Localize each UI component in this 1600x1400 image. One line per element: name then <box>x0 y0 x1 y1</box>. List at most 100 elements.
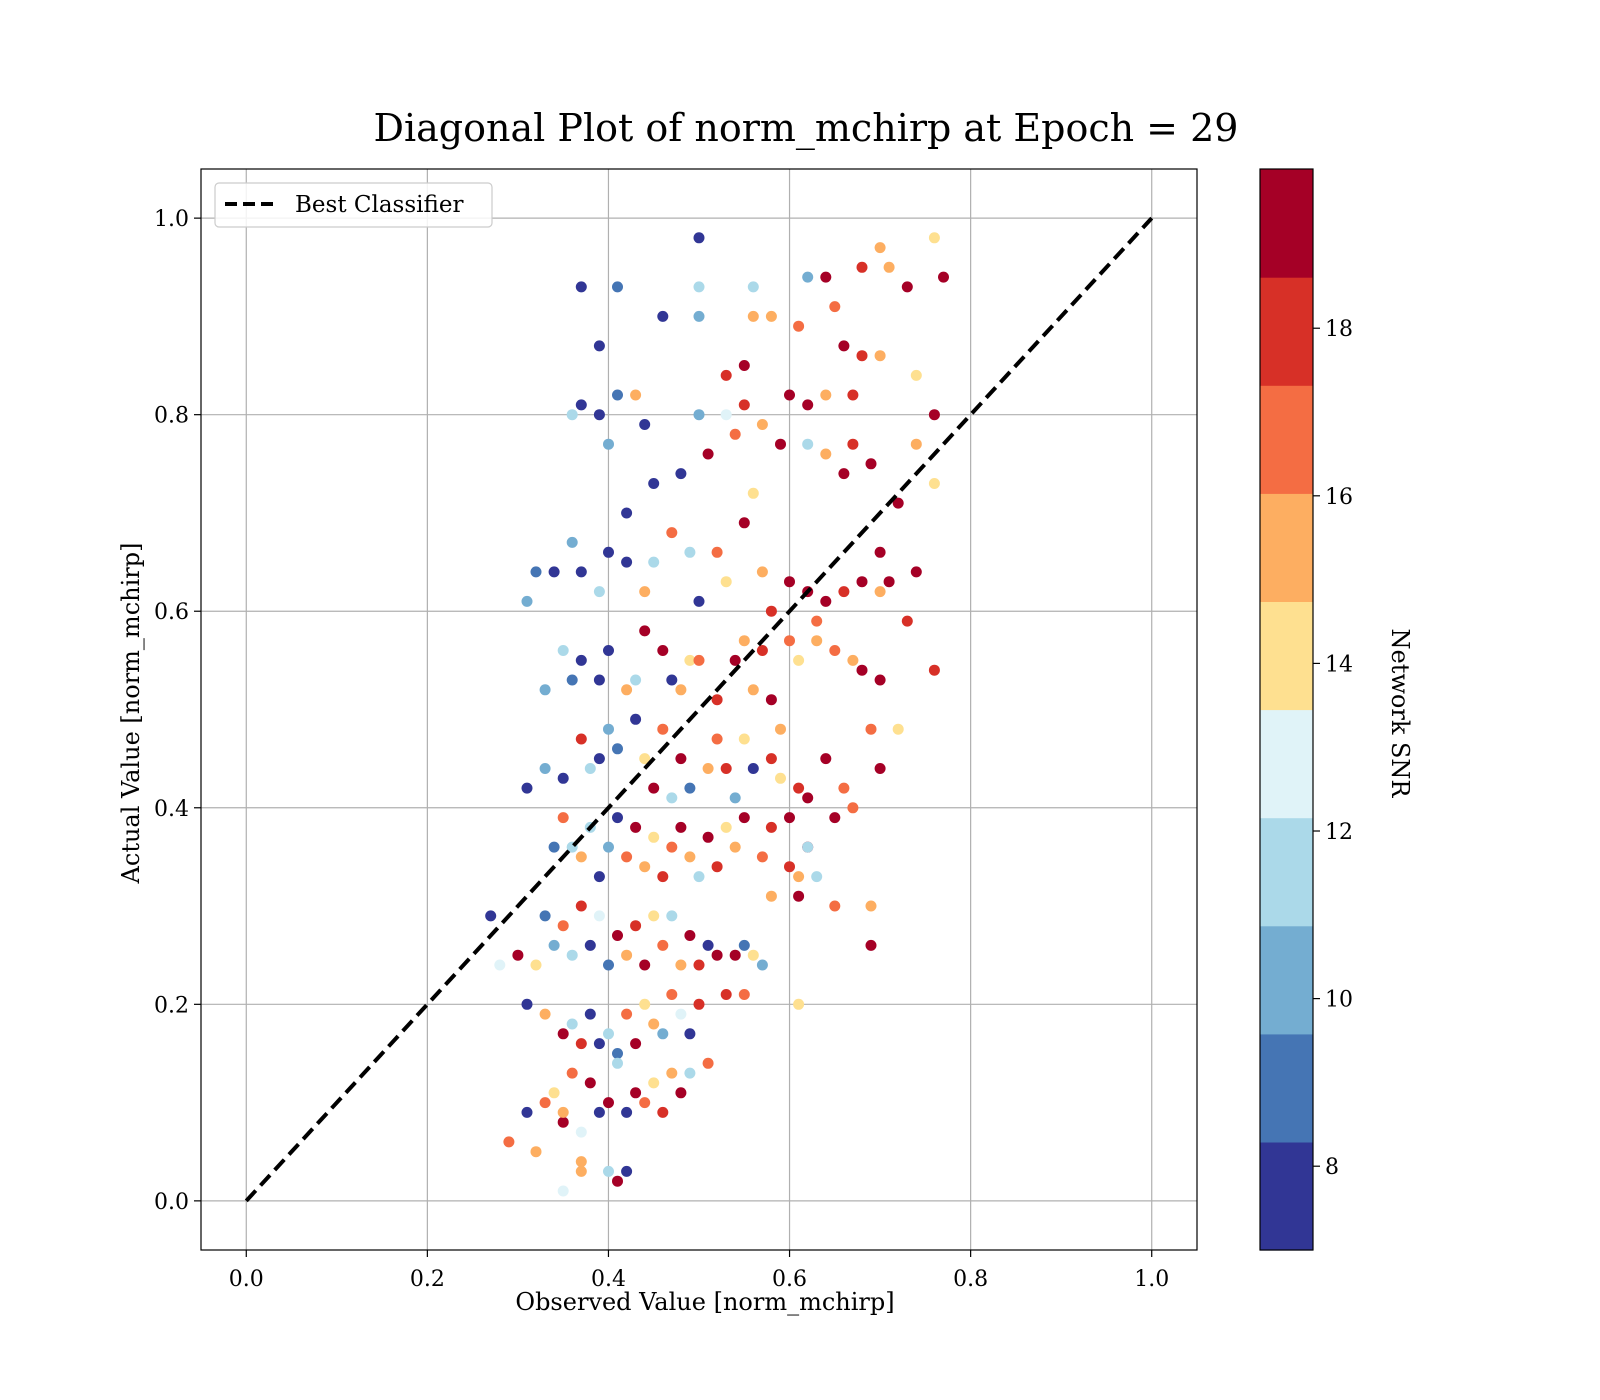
scatter-point <box>747 763 759 774</box>
scatter-point <box>720 409 732 421</box>
x-tick-label: 0.2 <box>410 1267 445 1292</box>
scatter-point <box>575 1165 587 1177</box>
colorbar-label: Network SNR <box>1386 629 1414 799</box>
scatter-point <box>639 998 651 1010</box>
data-points <box>485 232 949 1197</box>
scatter-point <box>630 1087 642 1099</box>
scatter-point <box>575 1156 587 1168</box>
scatter-point <box>539 910 551 922</box>
scatter-point <box>603 723 614 735</box>
scatter-point <box>612 1175 623 1187</box>
scatter-point <box>820 753 832 765</box>
scatter-point <box>738 989 750 1000</box>
scatter-point <box>557 1116 569 1128</box>
scatter-point <box>575 566 587 578</box>
scatter-point <box>901 281 913 293</box>
scatter-point <box>684 851 696 863</box>
scatter-point <box>666 989 678 1000</box>
scatter-point <box>639 419 651 430</box>
scatter-point <box>566 674 578 686</box>
scatter-point <box>666 841 678 853</box>
scatter-point <box>802 792 814 804</box>
scatter-point <box>793 871 805 883</box>
scatter-point <box>874 350 886 362</box>
scatter-point <box>485 910 497 922</box>
scatter-point <box>657 939 669 951</box>
scatter-point <box>684 930 696 941</box>
scatter-point <box>557 772 569 784</box>
scatter-point <box>548 939 560 951</box>
scatter-point <box>621 1165 633 1177</box>
scatter-point <box>910 438 922 450</box>
scatter-point <box>747 281 759 293</box>
scatter-point <box>612 389 623 401</box>
scatter-point <box>566 409 578 421</box>
x-axis-ticks: 0.0 0.2 0.4 0.6 0.8 1.0 <box>229 1250 1169 1292</box>
scatter-point <box>521 782 533 794</box>
scatter-point <box>603 1165 614 1177</box>
colorbar-segment <box>1260 817 1313 927</box>
scatter-point <box>648 782 660 794</box>
scatter-point <box>729 654 741 666</box>
scatter-point <box>593 1106 605 1118</box>
scatter-point <box>729 841 741 853</box>
scatter-point <box>612 1048 623 1059</box>
scatter-point <box>557 1028 569 1040</box>
scatter-point <box>575 900 587 912</box>
scatter-point <box>548 566 560 578</box>
scatter-point <box>775 723 786 735</box>
scatter-point <box>575 851 587 863</box>
scatter-point <box>539 763 551 774</box>
scatter-point <box>612 812 623 824</box>
axes-frame <box>200 168 1198 1251</box>
scatter-point <box>829 900 841 912</box>
scatter-point <box>874 763 886 774</box>
scatter-point <box>575 1038 587 1050</box>
scatter-point <box>657 645 669 656</box>
scatter-point <box>666 674 678 686</box>
scatter-point <box>639 959 651 971</box>
legend-box <box>214 182 493 228</box>
scatter-point <box>684 546 696 558</box>
scatter-point <box>675 753 687 765</box>
y-tick-label: 0.8 <box>154 404 189 429</box>
scatter-point <box>575 399 587 411</box>
scatter-point <box>630 389 642 401</box>
scatter-point <box>584 1077 596 1089</box>
scatter-point <box>548 841 560 853</box>
scatter-point <box>856 350 868 362</box>
colorbar <box>1259 168 1314 1251</box>
scatter-point <box>765 821 777 833</box>
scatter-point <box>793 654 805 666</box>
scatter-point <box>847 654 859 666</box>
scatter-point <box>530 1146 542 1158</box>
scatter-point <box>802 271 814 283</box>
scatter-point <box>856 576 868 588</box>
x-tick-label: 0.0 <box>229 1267 264 1292</box>
scatter-point <box>883 261 895 273</box>
scatter-point <box>593 586 605 598</box>
scatter-point <box>856 664 868 676</box>
scatter-point <box>738 939 750 951</box>
scatter-point <box>775 438 786 450</box>
scatter-point <box>892 723 904 735</box>
scatter-point <box>820 389 832 401</box>
scatter-point <box>865 723 877 735</box>
scatter-point <box>621 556 633 568</box>
scatter-point <box>711 949 723 961</box>
scatter-point <box>738 635 750 647</box>
scatter-point <box>575 654 587 666</box>
scatter-point <box>675 821 687 833</box>
scatter-point <box>928 232 940 244</box>
scatter-point <box>765 694 777 706</box>
colorbar-segment <box>1260 169 1313 278</box>
scatter-point <box>693 959 705 971</box>
scatter-point <box>784 635 795 647</box>
scatter-point <box>630 713 642 725</box>
scatter-point <box>566 1018 578 1030</box>
scatter-point <box>639 586 651 598</box>
scatter-point <box>711 546 723 558</box>
scatter-point <box>820 448 832 460</box>
colorbar-segment <box>1260 925 1313 1035</box>
legend: Best Classifier <box>214 182 493 228</box>
